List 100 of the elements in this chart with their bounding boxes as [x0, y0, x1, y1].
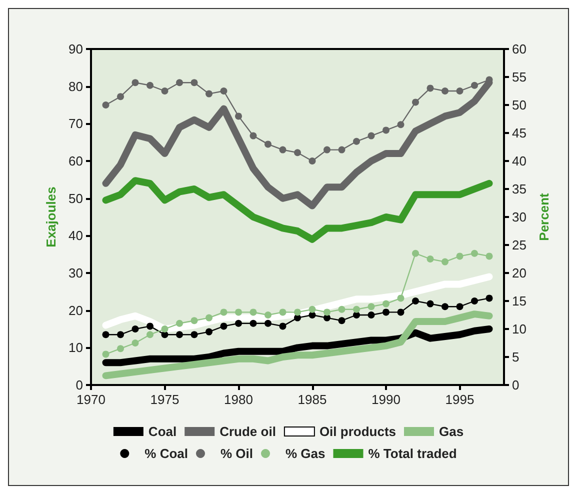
- point: [206, 328, 212, 336]
- y2-tick-label: 5: [512, 350, 520, 364]
- y-tick-label: 30: [68, 266, 83, 280]
- point: [132, 340, 139, 346]
- point: [456, 303, 464, 310]
- point: [190, 79, 198, 86]
- point: [338, 146, 346, 154]
- point: [368, 312, 375, 318]
- y-tick-label: 80: [68, 78, 83, 94]
- point: [220, 88, 228, 94]
- point: [176, 79, 183, 86]
- point: [146, 322, 154, 330]
- point: [338, 306, 346, 313]
- y-tick-label: 60: [68, 154, 83, 168]
- point: [146, 82, 154, 89]
- point: [353, 138, 360, 145]
- point: [220, 308, 228, 316]
- point: [471, 82, 478, 89]
- point: [397, 308, 404, 316]
- point: [279, 322, 286, 330]
- point: [412, 250, 419, 257]
- point: [176, 320, 183, 327]
- point: [368, 303, 375, 310]
- legend-label: % Total traded: [368, 446, 457, 461]
- point: [190, 331, 198, 338]
- legend-label: % Gas: [286, 446, 326, 461]
- point: [161, 326, 168, 332]
- legend-label: Gas: [438, 424, 464, 439]
- point: [235, 320, 242, 327]
- y2-tick-label: 55: [512, 70, 526, 84]
- point: [117, 345, 124, 352]
- y2-tick-label: 15: [512, 294, 526, 308]
- legend-label: % Oil: [220, 446, 254, 461]
- point: [308, 158, 316, 164]
- point: [190, 317, 198, 324]
- y2-tick-label: 60: [512, 42, 526, 56]
- point: [442, 258, 448, 266]
- x-tick-label: 1980: [224, 392, 253, 407]
- point: [426, 256, 434, 262]
- point: [250, 320, 257, 327]
- y2-tick-label: 30: [512, 210, 526, 224]
- point: [324, 146, 330, 154]
- y2-tick-label: 50: [512, 98, 526, 112]
- point: [206, 90, 212, 98]
- y2-tick-label: 20: [512, 266, 526, 280]
- point: [353, 306, 360, 313]
- point: [294, 308, 301, 316]
- y2-tick-label: 40: [512, 154, 526, 168]
- point: [264, 312, 272, 318]
- point: [426, 84, 434, 92]
- point: [426, 300, 434, 308]
- point: [235, 308, 242, 316]
- y-tick-label: 90: [68, 42, 83, 56]
- point: [102, 331, 110, 338]
- point: [250, 308, 257, 316]
- point: [456, 252, 464, 260]
- point: [264, 140, 272, 148]
- point: [235, 112, 242, 120]
- point: [294, 149, 301, 156]
- point: [397, 121, 404, 128]
- x-tick-label: 1970: [76, 392, 106, 407]
- point: [382, 300, 390, 308]
- point: [338, 317, 346, 324]
- point: [471, 298, 478, 304]
- y-tick-label: 70: [68, 116, 83, 132]
- point: [161, 88, 168, 94]
- legend-label: Coal: [148, 424, 177, 439]
- point: [308, 312, 316, 318]
- y2-tick-label: 35: [512, 182, 526, 196]
- point: [486, 294, 493, 302]
- point: [324, 314, 330, 322]
- y2-tick-label: 10: [512, 322, 526, 336]
- y-tick-label: 10: [68, 340, 83, 356]
- point: [102, 102, 110, 108]
- point: [294, 314, 301, 322]
- point: [279, 308, 286, 316]
- point: [442, 303, 448, 310]
- point: [132, 326, 139, 332]
- point: [220, 322, 228, 330]
- point: [176, 331, 183, 338]
- point: [264, 320, 272, 327]
- point: [412, 298, 419, 304]
- legend-label: % Coal: [144, 446, 188, 461]
- point: [117, 331, 124, 338]
- point: [132, 79, 139, 86]
- point: [308, 306, 316, 313]
- point: [250, 132, 257, 140]
- point: [471, 250, 478, 257]
- legend-label: Oil products: [319, 424, 396, 439]
- y2-tick-label: 25: [512, 238, 526, 252]
- y-tick-label: 20: [68, 302, 83, 318]
- point: [146, 331, 154, 338]
- x-tick-label: 1975: [150, 392, 180, 407]
- point: [382, 308, 390, 316]
- point: [102, 350, 110, 358]
- legend-label: Crude oil: [220, 424, 276, 439]
- y-tick-label: 40: [68, 228, 83, 244]
- x-tick-label: 1985: [298, 392, 327, 407]
- point: [456, 88, 464, 94]
- y-axis-title: Exajoules: [44, 186, 59, 248]
